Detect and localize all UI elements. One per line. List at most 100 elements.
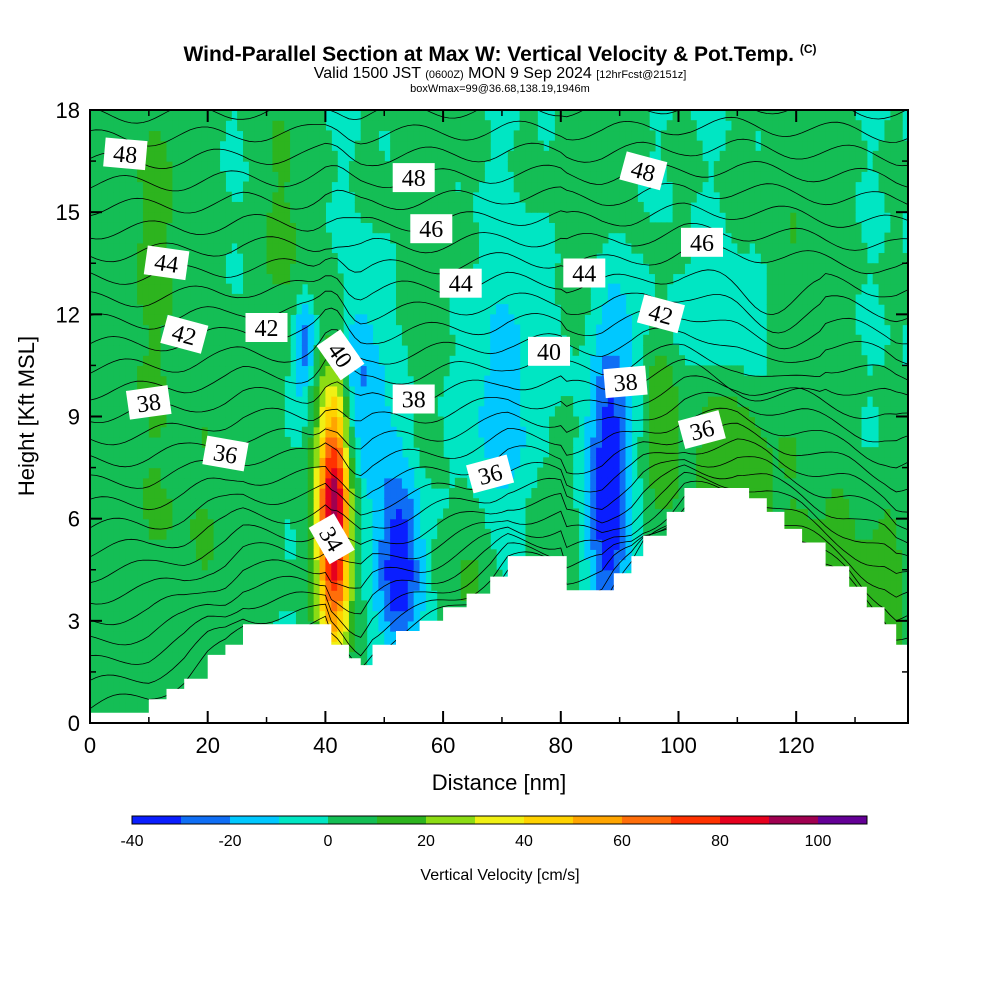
- colorbar-swatch: [377, 816, 426, 824]
- colorbar-swatch: [279, 816, 328, 824]
- isentrope-line: [90, 222, 908, 263]
- contour-label: 38: [392, 384, 435, 414]
- subtitle-zulu: (0600Z): [425, 69, 464, 81]
- isentrope-line: [90, 471, 908, 605]
- contour-label: 34: [308, 513, 355, 565]
- colorbar-swatch: [769, 816, 818, 824]
- colorbar-swatch: [181, 816, 230, 824]
- colorbar-tick-label: 0: [324, 833, 333, 850]
- contour-label: 40: [528, 336, 570, 366]
- colorbar-swatch: [573, 816, 622, 824]
- isentrope-line: [90, 116, 908, 147]
- colorbar-swatch: [671, 816, 720, 824]
- colorbar: -40 -20 0 20 40 60 80 100: [120, 815, 868, 850]
- contour-label-text: 42: [255, 316, 279, 342]
- contour-label: 38: [603, 365, 648, 399]
- contour-label: 48: [392, 163, 435, 193]
- subtitle-forecast: [12hrFcst@2151z]: [596, 69, 687, 81]
- title-block: Wind-Parallel Section at Max W: Vertical…: [0, 38, 1000, 95]
- y-tick-label: 9: [68, 405, 80, 430]
- copyright-mark: (C): [799, 42, 817, 56]
- isentrope-line: [90, 182, 908, 217]
- isentrope-line: [90, 202, 908, 240]
- contour-label: 44: [439, 268, 482, 298]
- y-tick-label: 0: [68, 711, 80, 736]
- colorbar-frame: [131, 815, 868, 825]
- contour-label: 36: [466, 454, 515, 494]
- contour-label: 46: [681, 227, 723, 257]
- contour-label: 44: [143, 245, 190, 281]
- colorbar-swatch: [328, 816, 377, 824]
- y-tick-label: 12: [56, 302, 80, 327]
- isentrope-line: [90, 343, 908, 401]
- colorbar-swatch: [475, 816, 524, 824]
- y-axis-title: Height [Kft MSL]: [14, 336, 39, 496]
- terrain: [90, 488, 908, 723]
- contour-label: 46: [410, 214, 453, 244]
- x-axis: 0 20 40 60 80 100 120: [84, 110, 856, 758]
- contour-label-text: 46: [419, 217, 443, 243]
- contour-label-text: 38: [612, 369, 638, 397]
- colorbar-tick-label: 80: [711, 833, 729, 850]
- colorbar-tick-label: -20: [218, 833, 241, 850]
- contour-label-text: 46: [690, 231, 714, 257]
- contour-label: 38: [125, 385, 172, 420]
- contour-label-text: 44: [449, 272, 473, 298]
- y-tick-label: 15: [56, 200, 80, 225]
- contour-label: 48: [619, 151, 668, 191]
- contour-label-text: 48: [112, 141, 138, 169]
- x-tick-label: 60: [431, 733, 455, 758]
- colorbar-swatch: [426, 816, 475, 824]
- colorbar-swatch: [132, 816, 181, 824]
- x-tick-label: 80: [549, 733, 573, 758]
- isentrope-line: [90, 358, 908, 423]
- colorbar-tick-label: 100: [805, 833, 832, 850]
- contour-label-text: 36: [211, 440, 239, 470]
- contour-label-text: 38: [402, 388, 426, 414]
- colorbar-tick-label: -40: [120, 833, 143, 850]
- colorbar-swatch: [818, 816, 867, 824]
- contour-label-text: 48: [402, 166, 426, 192]
- contour-label-text: 44: [572, 262, 596, 288]
- colorbar-swatch: [720, 816, 769, 824]
- colorbar-swatch: [524, 816, 573, 824]
- x-tick-label: 120: [778, 733, 815, 758]
- isentrope-line: [90, 307, 908, 352]
- isentrope-line: [90, 375, 908, 446]
- colorbar-tick-label: 60: [613, 833, 631, 850]
- isentrope-line: [97, 110, 908, 124]
- contour-label: 36: [677, 410, 726, 450]
- y-tick-label: 3: [68, 609, 80, 634]
- isentrope-line: [90, 138, 908, 170]
- contour-label: 42: [636, 294, 685, 334]
- contour-label-text: 38: [135, 389, 162, 418]
- contour-label: 42: [245, 313, 288, 342]
- contour-label-text: 44: [153, 250, 180, 279]
- isentrope-line: [90, 464, 908, 584]
- x-tick-label: 40: [313, 733, 337, 758]
- y-tick-label: 6: [68, 507, 80, 532]
- colorbar-swatch: [622, 816, 671, 824]
- contour-label: 48: [103, 137, 148, 171]
- colorbar-tick-label: 40: [515, 833, 533, 850]
- chart-subtitle: Valid 1500 JST (0600Z) MON 9 Sep 2024 [1…: [313, 65, 687, 82]
- colorbar-swatch: [230, 816, 279, 824]
- isentrope-line: [90, 480, 908, 626]
- x-axis-title: Distance [nm]: [432, 770, 567, 795]
- colorbar-title: Vertical Velocity [cm/s]: [420, 867, 579, 884]
- isentrope-line: [90, 327, 908, 374]
- y-tick-label: 18: [56, 98, 80, 123]
- contour-label: 42: [160, 314, 209, 354]
- chart-subtitle-2: boxWmax=99@36.68,138.19,1946m: [410, 83, 590, 95]
- isentrope-line: [90, 456, 908, 558]
- isentrope-line: [90, 161, 908, 192]
- isentrope-line: [90, 243, 908, 285]
- isentrope-line: [90, 269, 908, 316]
- colorbar-tick-label: 20: [417, 833, 435, 850]
- x-tick-label: 0: [84, 733, 96, 758]
- x-tick-label: 20: [195, 733, 219, 758]
